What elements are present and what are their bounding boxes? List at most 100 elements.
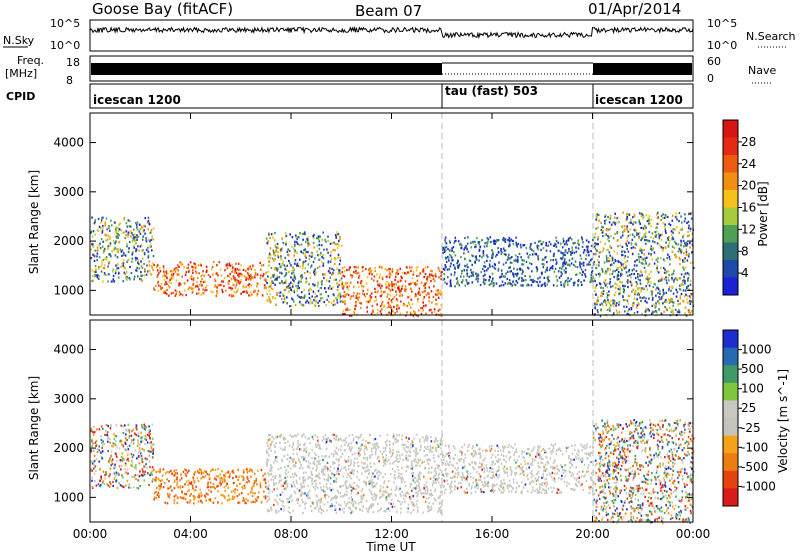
data-cell [597,311,599,314]
data-cell [601,302,603,305]
data-cell [150,450,152,453]
data-cell [411,303,414,306]
data-cell [343,507,345,510]
data-cell [414,464,417,467]
data-cell [409,311,412,314]
data-cell [313,452,316,455]
data-cell [356,493,358,496]
data-cell [433,475,436,478]
data-cell [251,487,253,490]
data-cell [649,276,651,280]
data-cell [303,232,306,235]
data-cell [412,479,415,482]
data-cell [282,293,284,296]
data-cell [98,267,100,270]
data-cell [522,244,524,247]
data-cell [620,264,623,267]
data-cell [425,436,427,439]
data-cell [368,469,370,472]
data-cell [106,483,108,486]
data-cell [243,484,246,487]
data-cell [495,282,498,285]
data-cell [172,291,175,294]
data-cell [149,465,151,468]
data-cell [439,442,442,445]
data-cell [352,503,355,506]
data-cell [199,263,202,266]
data-cell [598,251,601,254]
data-cell [675,295,678,298]
data-cell [607,269,609,272]
data-cell [392,436,394,439]
data-cell [156,486,158,490]
data-cell [622,295,624,298]
data-cell [476,237,478,240]
data-cell [630,247,633,250]
data-cell [96,252,99,255]
data-cell [662,266,665,270]
data-cell [529,275,531,278]
data-cell [438,269,441,272]
data-cell [413,486,416,489]
data-cell [684,244,687,247]
data-cell [672,304,674,307]
data-cell [687,235,689,238]
data-cell [190,287,193,290]
data-cell [621,234,624,237]
data-cell [119,484,122,487]
data-cell [639,274,641,277]
data-cell [181,496,183,499]
data-cell [584,269,587,272]
data-cell [333,453,335,456]
data-cell [560,257,562,260]
data-cell [264,278,267,281]
data-cell [684,289,687,292]
data-cell [434,274,436,277]
data-cell [199,284,201,287]
data-cell [638,212,641,215]
data-cell [545,256,547,259]
data-cell [335,235,337,238]
data-cell [285,243,287,246]
data-cell [111,280,114,283]
data-cell [378,265,381,269]
data-cell [680,215,682,218]
data-cell [614,291,617,294]
data-cell [396,305,398,308]
data-cell [223,276,226,280]
data-cell [462,279,464,282]
data-cell [144,470,146,473]
data-cell [609,227,611,230]
data-cell [426,492,429,495]
data-cell [100,439,103,442]
data-cell [606,257,608,260]
data-cell [686,272,689,275]
data-cell [290,435,293,438]
data-cell [639,296,641,299]
data-cell [648,240,651,243]
data-cell [667,236,669,240]
data-cell [168,286,171,289]
data-cell [295,461,297,464]
data-cell [679,284,681,287]
data-cell [633,235,636,238]
data-cell [563,284,566,287]
data-cell [124,441,126,444]
data-cell [337,448,340,451]
data-cell [364,453,366,456]
data-cell [679,263,681,266]
data-cell [273,251,275,254]
data-cell [279,282,281,285]
data-cell [370,491,372,494]
data-cell [343,265,346,269]
data-cell [380,496,382,499]
data-cell [221,480,224,484]
data-cell [550,259,552,262]
data-cell [193,262,195,265]
data-cell [191,291,194,294]
data-cell [156,275,158,279]
data-cell [511,284,514,287]
data-cell [400,494,402,497]
data-cell [279,291,282,294]
data-cell [333,262,336,266]
